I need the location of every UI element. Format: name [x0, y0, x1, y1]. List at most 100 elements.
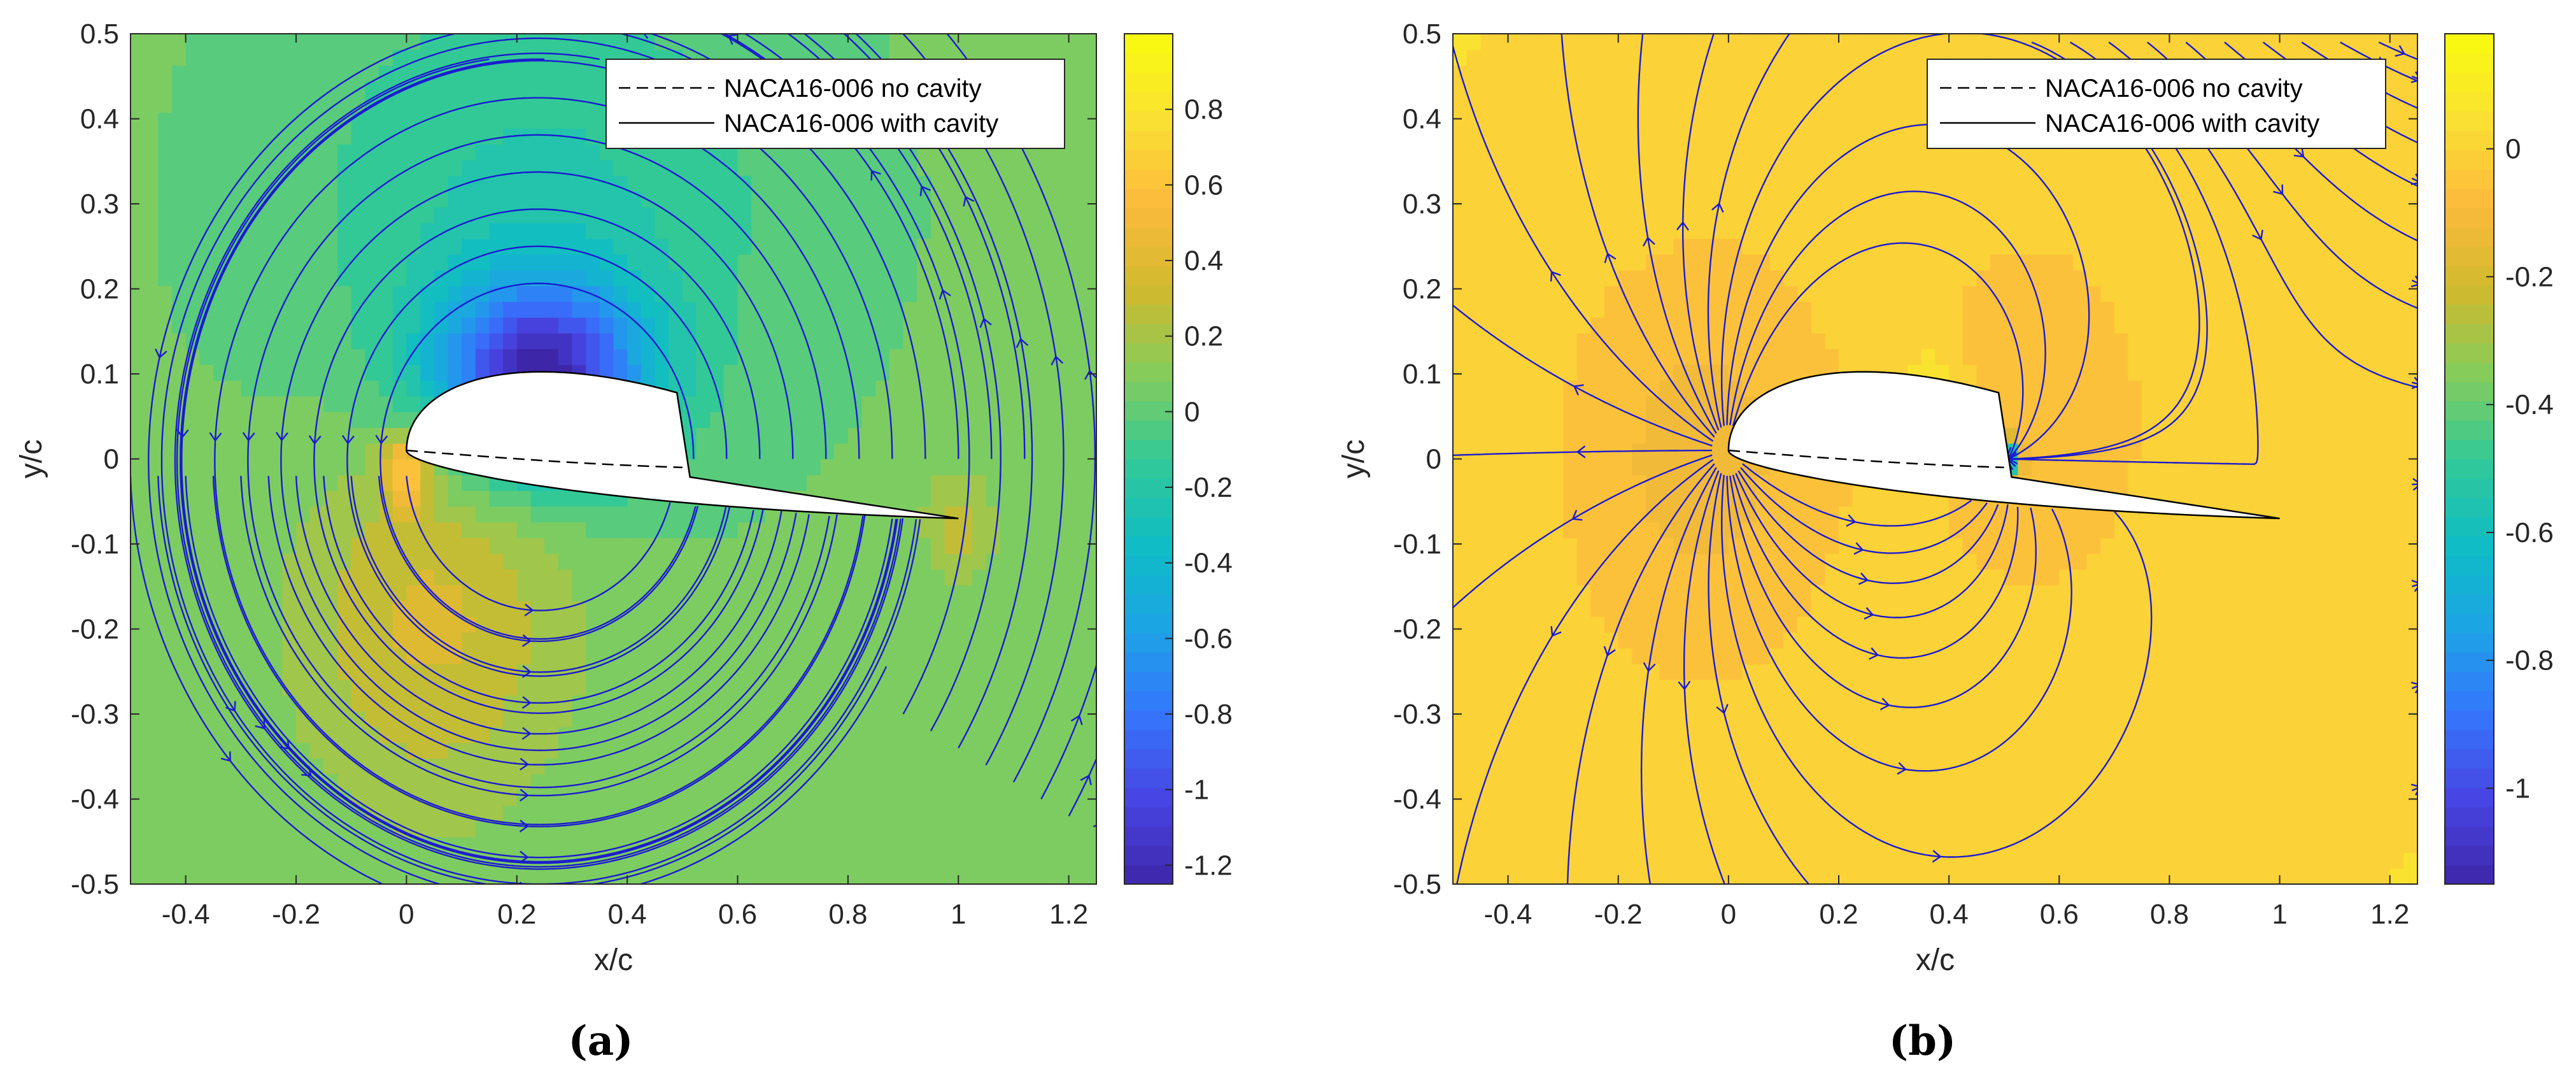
colorbar-band: [2445, 343, 2494, 363]
streamline: [1040, 662, 1096, 800]
y-tick-label: -0.4: [1393, 784, 1441, 815]
y-tick-label: 0: [1426, 444, 1441, 475]
streamline-arrow: [1932, 850, 1942, 863]
colorbar-band: [2445, 266, 2494, 286]
streamline-arrow: [1550, 626, 1562, 637]
panel-label: (b): [1889, 1017, 1956, 1065]
colorbar-band: [2445, 710, 2494, 730]
colorbar-band: [2445, 324, 2494, 344]
colorbar-band: [1124, 729, 1173, 750]
colorbar-band: [1124, 594, 1173, 614]
colorbar-band: [1124, 362, 1173, 382]
x-tick-label: 0.2: [497, 899, 536, 930]
streamline-arrow: [2252, 229, 2263, 241]
legend-entry: NACA16-006 with cavity: [724, 110, 998, 138]
colorbar-band: [2445, 632, 2494, 653]
streamline: [157, 476, 921, 884]
streamline: [160, 37, 917, 884]
streamline-arrow: [520, 789, 529, 802]
colorbar-band: [2445, 92, 2494, 112]
y-tick-label: 0.1: [80, 359, 119, 390]
colorbar-band: [1124, 497, 1173, 518]
colorbar-band: [2445, 362, 2494, 382]
x-tick-label: 0.8: [2150, 899, 2189, 930]
colorbar-band: [2445, 690, 2494, 711]
colorbar-band: [2445, 111, 2494, 131]
colorbar-band: [2445, 478, 2494, 498]
colorbar-band: [1124, 478, 1173, 498]
streamline-arrow: [1571, 510, 1583, 521]
streamline-arrow: [520, 757, 530, 771]
streamline-arrow: [919, 185, 931, 196]
colorbar-band: [2445, 497, 2494, 518]
legend: NACA16-006 no cavity NACA16-006 with cavi…: [1927, 59, 2386, 149]
airfoil-with-cavity: [406, 371, 959, 520]
x-tick-label: 0.2: [1819, 899, 1858, 930]
streamline-arrow: [342, 434, 355, 445]
colorbar-band: [2445, 304, 2494, 324]
colorbar-band: [2445, 34, 2494, 54]
streamline-arrow: [279, 739, 290, 750]
streamline: [2411, 382, 2417, 385]
colorbar-band: [1124, 304, 1173, 324]
colorbar-tick-label: -0.2: [1184, 472, 1233, 503]
streamline-arrow: [1853, 542, 1864, 555]
streamline-arrow: [1643, 236, 1655, 247]
streamline-arrow: [979, 317, 992, 328]
streamline: [1683, 470, 1726, 884]
streamline-arrow: [1051, 355, 1064, 366]
colorbar-band: [2445, 227, 2494, 247]
y-tick-label: 0.5: [80, 18, 119, 50]
streamline-arrow: [1864, 607, 1874, 620]
colorbar-band: [1124, 536, 1173, 556]
y-tick-label: 0.4: [1403, 104, 1441, 135]
streamline-arrow: [220, 751, 231, 762]
streamline: [1682, 34, 1720, 431]
airfoil-no-cavity: [1728, 449, 2004, 469]
colorbar-band: [2445, 382, 2494, 402]
colorbar-band: [1124, 130, 1173, 150]
colorbar-tick-label: -0.8: [1184, 699, 1233, 730]
colorbar-band: [1124, 787, 1173, 808]
x-tick-label: 0: [399, 899, 414, 930]
y-tick-label: 0.2: [1403, 274, 1441, 305]
colorbar-tick-label: -0.4: [2505, 389, 2554, 420]
streamline: [176, 58, 902, 868]
airfoil-with-cavity: [1727, 371, 2280, 520]
colorbar-band: [2445, 188, 2494, 208]
colorbar-band: [1124, 671, 1173, 692]
colorbar-band: [1124, 459, 1173, 479]
streamline-arrow: [1676, 221, 1689, 231]
colorbar-band: [2445, 169, 2494, 189]
colorbar-band: [2445, 53, 2494, 73]
legend-entry: NACA16-006 no cavity: [724, 75, 982, 103]
streamline-arrow: [375, 434, 388, 445]
streamline: [2411, 177, 2417, 182]
streamline-arrow: [1869, 647, 1879, 660]
streamline: [247, 134, 830, 789]
streamline-arrow: [938, 289, 951, 300]
streamline-arrow: [521, 634, 532, 647]
colorbar-band: [2445, 285, 2494, 305]
colorbar-band: [1124, 826, 1173, 847]
colorbar-tick-label: -0.6: [1184, 623, 1233, 654]
streamline-arrow: [1603, 646, 1616, 657]
streamline: [649, 34, 711, 61]
colorbar-band: [1124, 575, 1173, 595]
streamline-arrow: [963, 196, 975, 207]
colorbar-band: [1124, 111, 1173, 131]
colorbar-band: [1124, 150, 1173, 170]
colorbar-band: [2445, 517, 2494, 537]
x-tick-label: 0.6: [718, 899, 757, 930]
streamline-arrow: [1897, 762, 1907, 775]
streamline-arrow: [1716, 704, 1729, 715]
x-tick-label: -0.4: [162, 899, 210, 930]
colorbar-band: [1124, 72, 1173, 92]
streamline-arrow: [1016, 338, 1029, 348]
streamline-arrow: [1573, 384, 1584, 396]
y-tick-label: -0.3: [71, 699, 119, 730]
colorbar-band: [2445, 768, 2494, 789]
streamline-arrow: [1643, 662, 1656, 673]
colorbar-band: [2445, 439, 2494, 460]
colorbar: 0.8 0.6 0.4 0.2 0 -0.2 -0.4 -0.6 -0.8 -1 -1.2: [1124, 33, 1233, 885]
